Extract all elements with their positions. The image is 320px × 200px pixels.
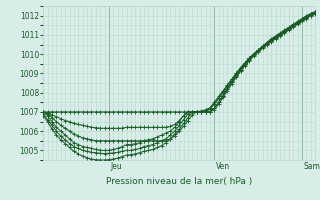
Text: Jeu: Jeu [110, 162, 122, 171]
Text: Sam: Sam [303, 162, 320, 171]
X-axis label: Pression niveau de la mer( hPa ): Pression niveau de la mer( hPa ) [106, 177, 252, 186]
Text: Ven: Ven [216, 162, 230, 171]
